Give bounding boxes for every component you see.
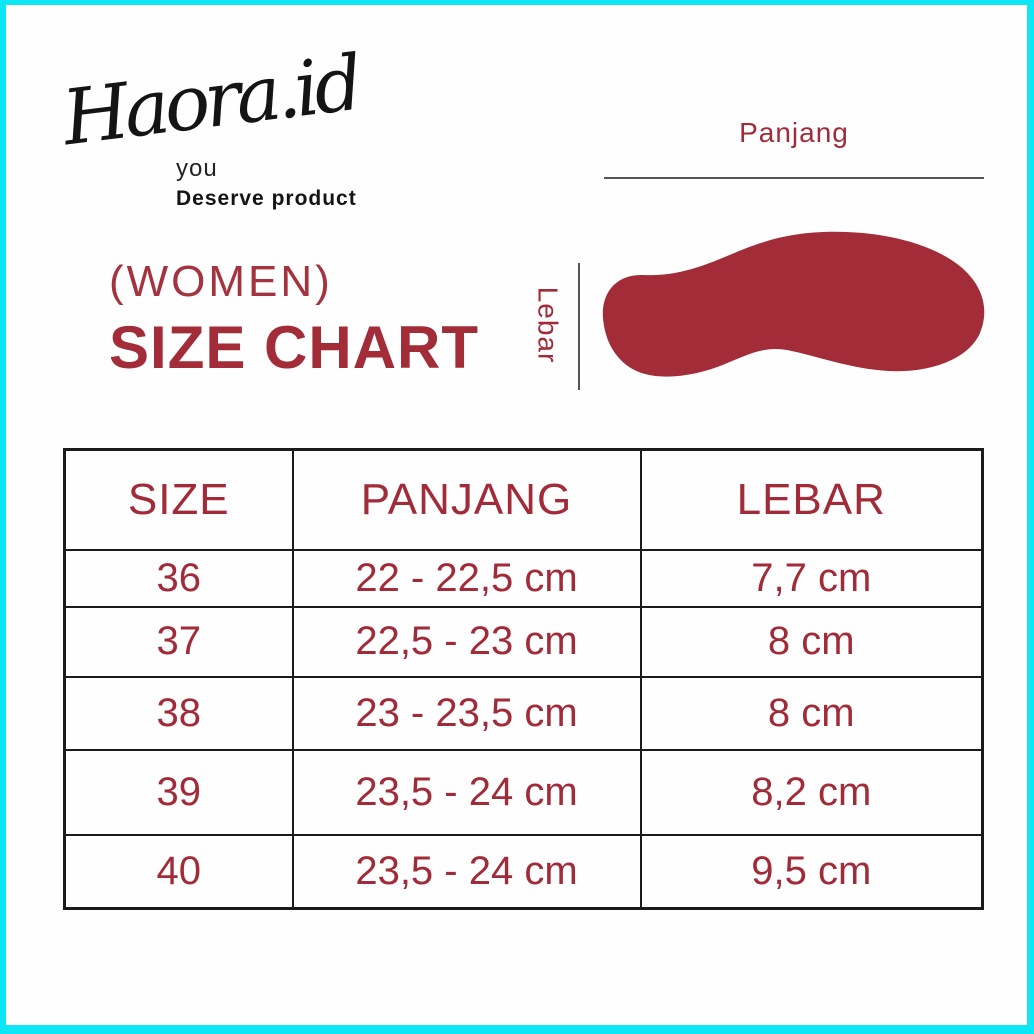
cell-panjang: 23,5 - 24 cm xyxy=(291,833,642,910)
cell-lebar: 8,2 cm xyxy=(639,748,984,836)
brand-name: Haora.id xyxy=(57,37,363,163)
cell-size: 36 xyxy=(63,548,294,608)
width-dimension-line xyxy=(578,263,580,390)
cell-size: 40 xyxy=(63,833,294,910)
width-dimension-label-wrap: Lebar xyxy=(497,275,597,375)
title-size-chart: SIZE CHART xyxy=(109,314,479,381)
length-dimension-line xyxy=(604,177,984,179)
table-row: 36 22 - 22,5 cm 7,7 cm xyxy=(63,548,984,608)
cell-size: 38 xyxy=(63,675,294,751)
table-row: 39 23,5 - 24 cm 8,2 cm xyxy=(63,748,984,836)
cell-lebar: 9,5 cm xyxy=(639,833,984,910)
table-header-row: SIZE PANJANG LEBAR xyxy=(63,448,984,551)
cell-panjang: 22,5 - 23 cm xyxy=(291,605,642,678)
length-dimension-label: Panjang xyxy=(739,117,849,148)
brand-logo: Haora.id you Deserve product xyxy=(54,38,414,223)
shoe-sole-shape xyxy=(602,231,985,377)
cell-panjang: 23 - 23,5 cm xyxy=(291,675,642,751)
table-row: 40 23,5 - 24 cm 9,5 cm xyxy=(63,833,984,910)
header-size: SIZE xyxy=(63,448,294,551)
cell-size: 39 xyxy=(63,748,294,836)
brand-tagline-deserve: Deserve product xyxy=(176,187,357,210)
header-panjang: PANJANG xyxy=(291,448,642,551)
size-table: SIZE PANJANG LEBAR 36 22 - 22,5 cm 7,7 c… xyxy=(63,448,984,910)
cell-panjang: 23,5 - 24 cm xyxy=(291,748,642,836)
cell-lebar: 8 cm xyxy=(639,605,984,678)
header-lebar: LEBAR xyxy=(639,448,984,551)
cell-size: 37 xyxy=(63,605,294,678)
brand-tagline-you: you xyxy=(176,155,218,182)
title-women-label: (WOMEN) xyxy=(109,257,333,306)
cell-panjang: 22 - 22,5 cm xyxy=(291,548,642,608)
cell-lebar: 7,7 cm xyxy=(639,548,984,608)
size-table-container: SIZE PANJANG LEBAR 36 22 - 22,5 cm 7,7 c… xyxy=(63,448,984,910)
table-row: 38 23 - 23,5 cm 8 cm xyxy=(63,675,984,751)
table-row: 37 22,5 - 23 cm 8 cm xyxy=(63,605,984,678)
width-dimension-label: Lebar xyxy=(532,286,563,364)
page-title: (WOMEN) SIZE CHART xyxy=(109,257,479,382)
cell-lebar: 8 cm xyxy=(639,675,984,751)
shoe-sole-icon xyxy=(602,231,985,377)
